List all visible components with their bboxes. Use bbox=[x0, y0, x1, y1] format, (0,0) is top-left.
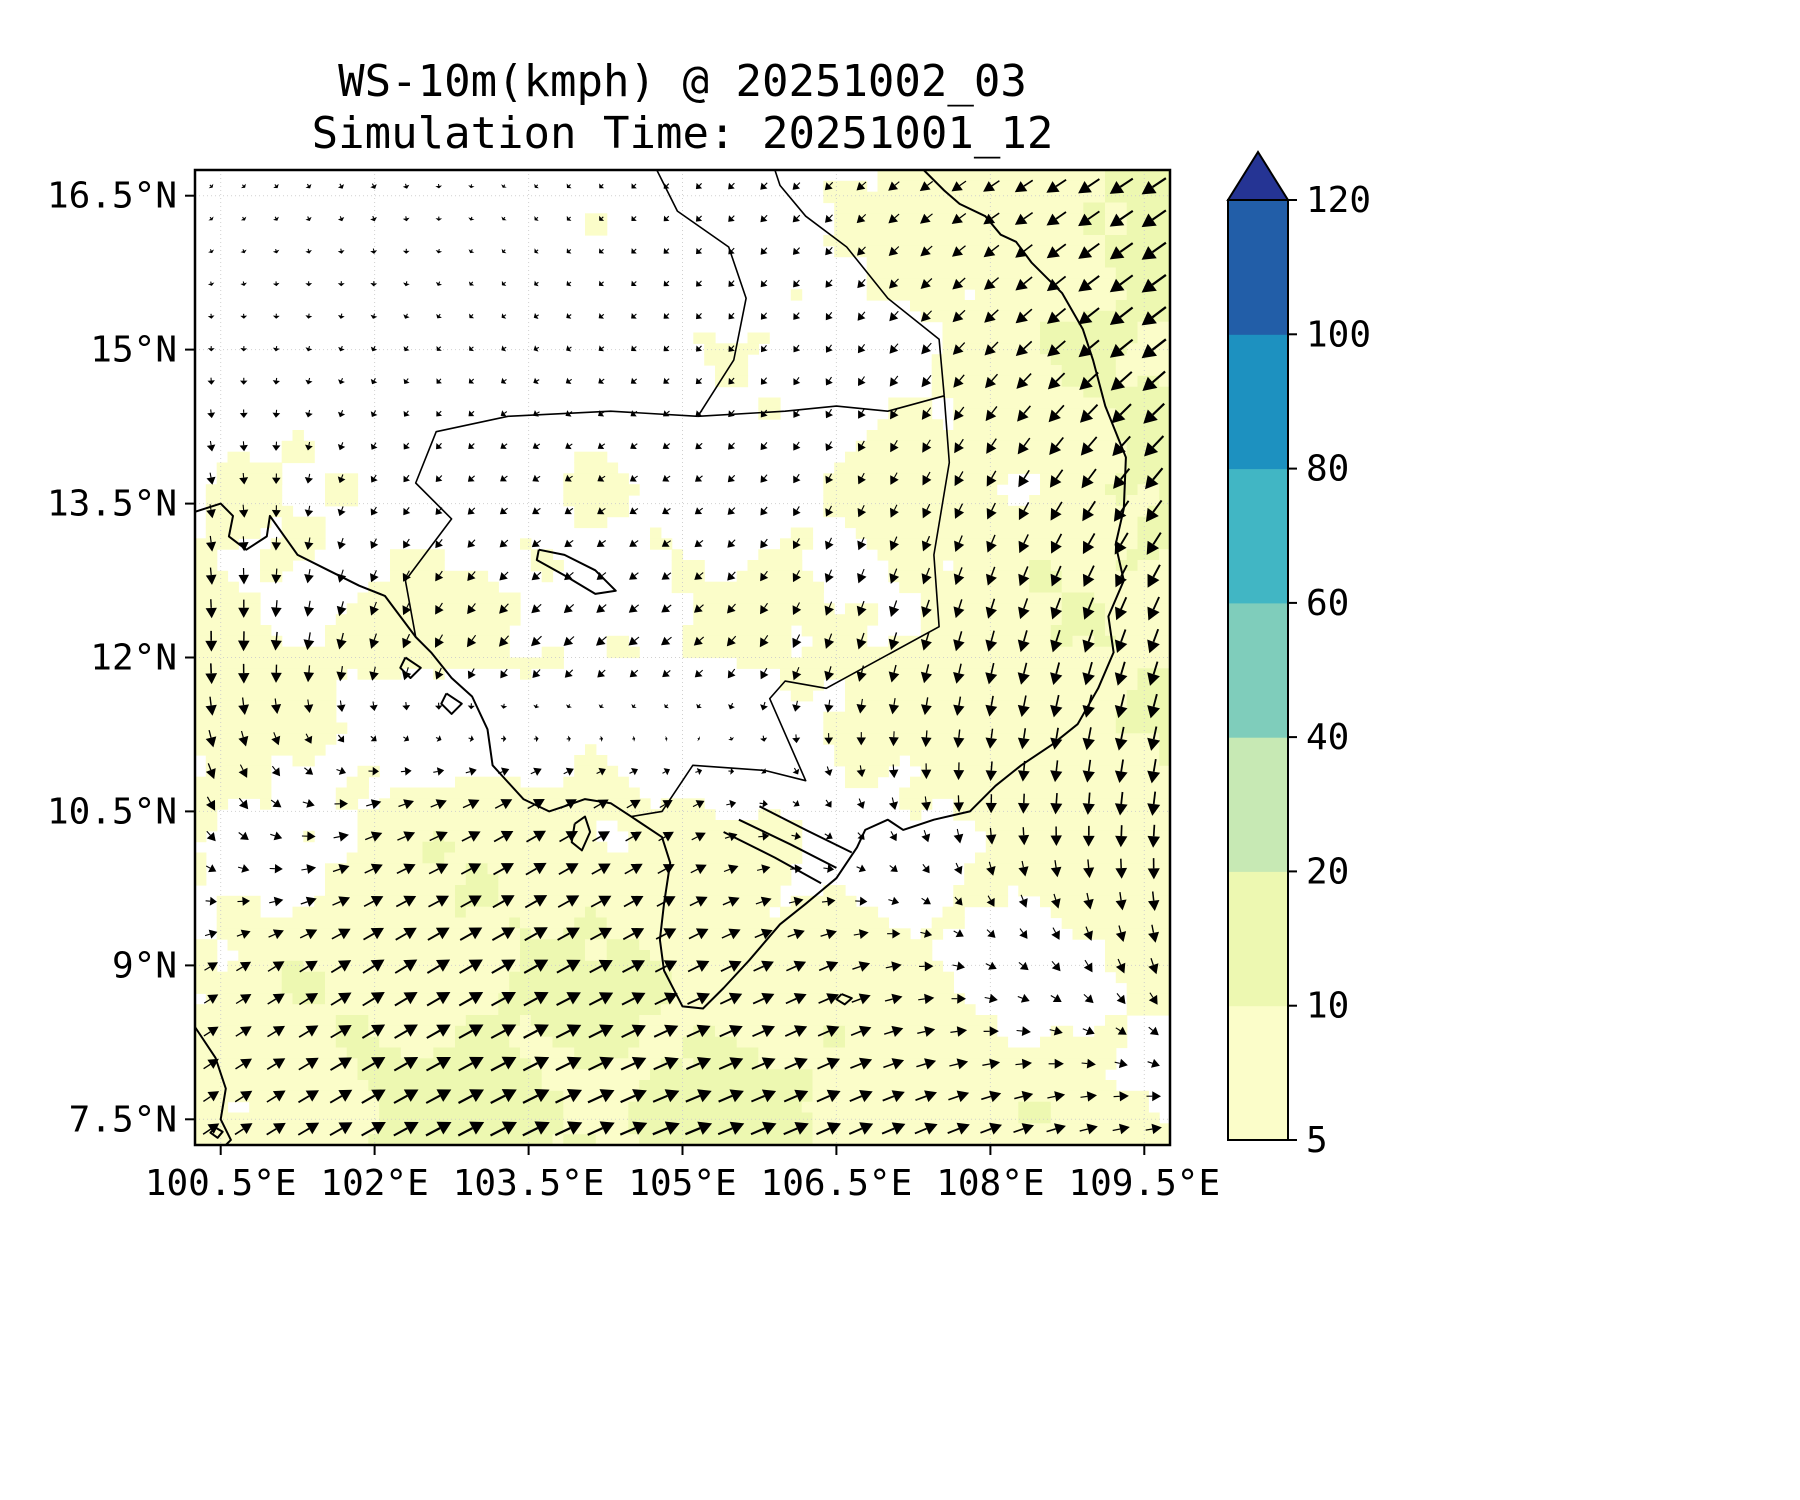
coastline bbox=[399, 656, 422, 679]
y-tick-label: 15°N bbox=[90, 330, 177, 371]
colorbar-tick-label: 10 bbox=[1306, 986, 1349, 1027]
country-border bbox=[697, 395, 945, 418]
chart-title-block: WS-10m(kmph) @ 20251002_03 Simulation Ti… bbox=[195, 56, 1170, 160]
y-tick-label: 16.5°N bbox=[47, 176, 177, 217]
x-tick-label: 100.5°E bbox=[145, 1163, 297, 1204]
y-tick-label: 9°N bbox=[112, 945, 177, 986]
x-tick-label: 109.5°E bbox=[1068, 1163, 1220, 1204]
y-tick-label: 10.5°N bbox=[47, 791, 177, 832]
y-tick-label: 7.5°N bbox=[69, 1099, 177, 1140]
country-border bbox=[656, 170, 747, 417]
country-border bbox=[631, 395, 951, 818]
country-border bbox=[404, 410, 698, 638]
coastline bbox=[535, 548, 617, 595]
chart-subtitle: Simulation Time: 20251001_12 bbox=[311, 108, 1054, 159]
colorbar-tick-label: 40 bbox=[1306, 717, 1349, 758]
colorbar-tick-label: 60 bbox=[1306, 583, 1349, 624]
coastline bbox=[723, 831, 822, 885]
colorbar-tick-label: 80 bbox=[1306, 449, 1349, 490]
chart-title: WS-10m(kmph) @ 20251002_03 bbox=[338, 56, 1027, 107]
x-tick-label: 108°E bbox=[936, 1163, 1044, 1204]
coastline bbox=[440, 692, 463, 715]
wind-speed-fill bbox=[195, 170, 1170, 1145]
x-tick-label: 103.5°E bbox=[453, 1163, 605, 1204]
colorbar-tick-label: 20 bbox=[1306, 851, 1349, 892]
axes: 100.5°E 102°E 103.5°E 105°E 106.5°E 108°E 109.… bbox=[47, 168, 1220, 1204]
x-tick-label: 106.5°E bbox=[761, 1163, 913, 1204]
coastline bbox=[759, 805, 853, 854]
x-tick-label: 102°E bbox=[320, 1163, 428, 1204]
colorbar: 5 10 20 40 60 80 100 120 bbox=[1226, 150, 1371, 1161]
coastline bbox=[835, 993, 853, 1006]
colorbar-tick-label: 100 bbox=[1306, 314, 1371, 355]
wind-arrows bbox=[202, 177, 1167, 1137]
y-tick-label: 13.5°N bbox=[47, 484, 177, 525]
gridlines bbox=[195, 170, 1170, 1145]
colorbar-tick-label: 120 bbox=[1306, 180, 1371, 221]
colorbar-tick-label: 5 bbox=[1306, 1120, 1328, 1161]
coastline bbox=[195, 1026, 232, 1145]
country-border bbox=[774, 170, 945, 396]
y-tick-label: 12°N bbox=[90, 638, 177, 679]
coastline bbox=[738, 818, 837, 869]
x-tick-label: 105°E bbox=[628, 1163, 736, 1204]
colorbar-extend-triangle bbox=[1226, 150, 1290, 201]
